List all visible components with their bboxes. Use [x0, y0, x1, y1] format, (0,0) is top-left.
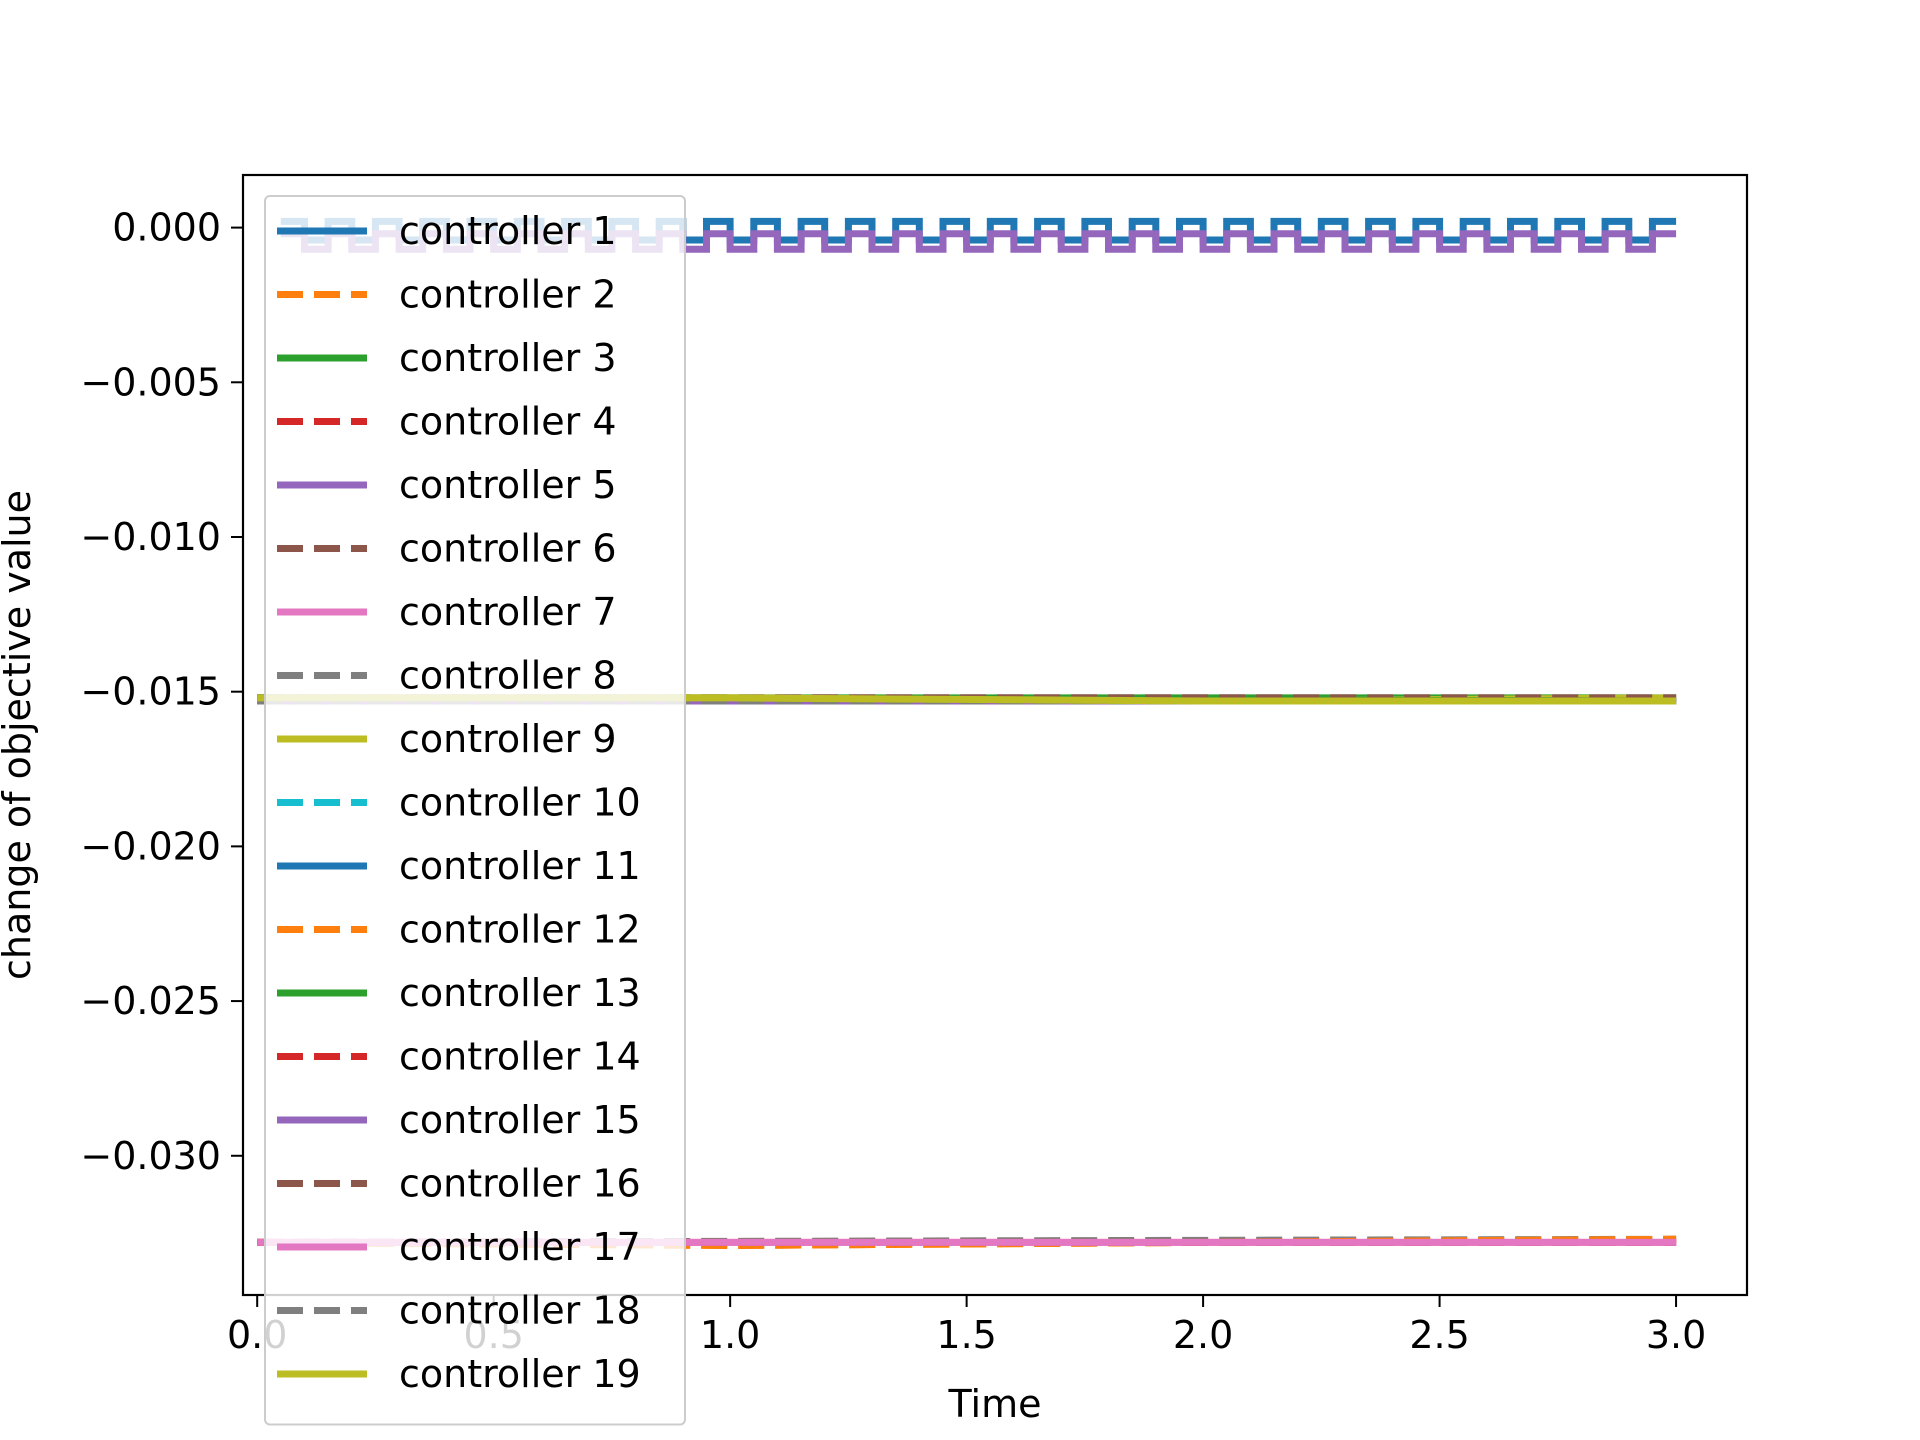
legend-label: controller 13: [399, 971, 641, 1015]
legend-label: controller 12: [399, 908, 641, 952]
y-axis-label: change of objective value: [0, 490, 39, 980]
y-tick-label: 0.000: [112, 206, 221, 250]
legend-label: controller 10: [399, 781, 641, 825]
axis-ticks: 0.00.51.01.52.02.53.00.000−0.005−0.010−0…: [80, 206, 1706, 1357]
y-tick-label: −0.015: [80, 670, 221, 714]
x-axis-label: Time: [948, 1382, 1042, 1426]
legend-label: controller 9: [399, 717, 617, 761]
legend-label: controller 11: [399, 844, 641, 888]
legend-label: controller 16: [399, 1162, 641, 1206]
legend-label: controller 4: [399, 400, 617, 444]
legend-label: controller 6: [399, 527, 617, 571]
y-tick-label: −0.030: [80, 1134, 221, 1178]
legend-label: controller 7: [399, 590, 617, 634]
legend-label: controller 17: [399, 1225, 641, 1269]
x-tick-label: 2.5: [1409, 1313, 1469, 1357]
legend-label: controller 14: [399, 1035, 641, 1079]
legend-label: controller 3: [399, 336, 617, 380]
x-tick-label: 2.0: [1173, 1313, 1233, 1357]
y-tick-label: −0.020: [80, 824, 221, 868]
legend-label: controller 1: [399, 209, 617, 253]
plot-frame: [241, 173, 1749, 1297]
legend-label: controller 18: [399, 1289, 641, 1333]
x-tick-label: 1.5: [936, 1313, 996, 1357]
legend: controller 1 controller 2 controller 3 cont…: [264, 195, 686, 1426]
legend-label: controller 19: [399, 1352, 641, 1396]
legend-label: controller 15: [399, 1098, 641, 1142]
x-tick-label: 3.0: [1646, 1313, 1706, 1357]
legend-label: controller 2: [399, 273, 617, 317]
legend-box: [264, 195, 686, 1426]
y-tick-label: −0.010: [80, 515, 221, 559]
legend-label: controller 5: [399, 463, 617, 507]
y-tick-label: −0.025: [80, 979, 221, 1023]
x-tick-label: 1.0: [700, 1313, 760, 1357]
y-tick-label: −0.005: [80, 360, 221, 404]
legend-label: controller 8: [399, 654, 617, 698]
